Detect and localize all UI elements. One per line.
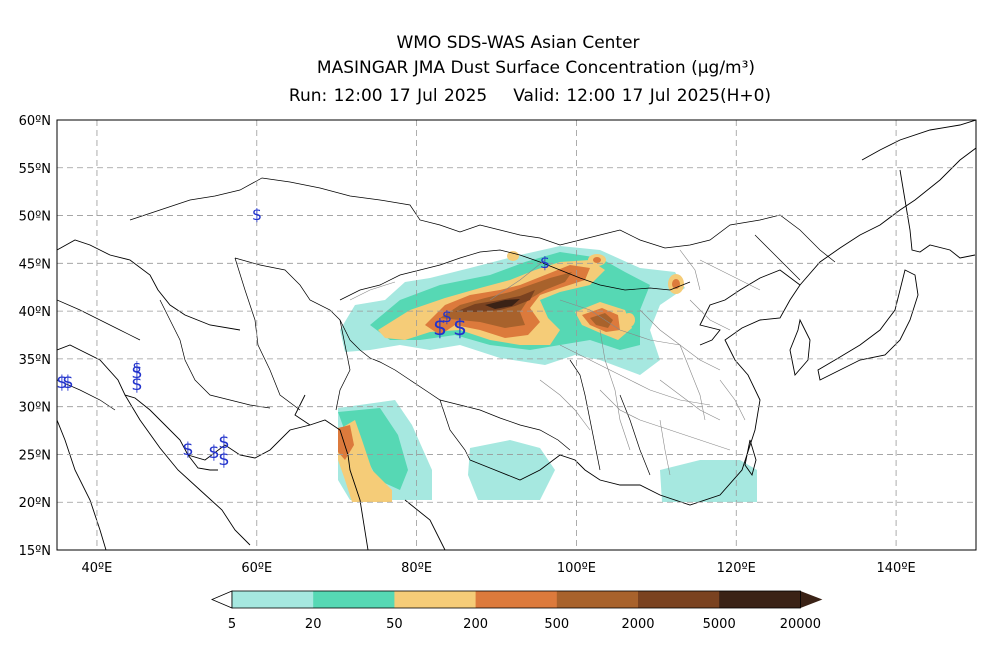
colorbar-label: 50 xyxy=(386,617,403,632)
dust-patch-asia-level6 xyxy=(455,290,535,312)
coastlines xyxy=(57,120,976,550)
lon-tick-label: 120ºE xyxy=(717,561,756,576)
unit-label: (μg/m³) xyxy=(691,58,756,78)
station-markers: $$$ $$$$ $$$$ $$$ xyxy=(56,205,550,470)
run-time: Run: 12:00 17 Jul 2025 xyxy=(288,86,488,106)
station-marker: $ xyxy=(56,372,67,393)
colorbar-segment xyxy=(719,591,801,608)
map-frame xyxy=(56,119,977,551)
station-marker: $ xyxy=(218,432,229,453)
station-marker: $ xyxy=(218,449,229,470)
dust-patch-asia-level7 xyxy=(485,299,520,309)
run-valid-line: Run: 12:00 17 Jul 2025 Valid: 12:00 17 Ju… xyxy=(30,86,1000,106)
dust-field xyxy=(338,246,757,502)
dust-patch-south-china xyxy=(660,460,757,502)
map-grid xyxy=(57,120,976,550)
station-marker: $ xyxy=(131,362,142,383)
lat-tick-label: 45ºN xyxy=(19,257,51,272)
dust-blob-north2-core xyxy=(593,257,601,263)
subtitle-text: MASINGAR JMA Dust Surface Concentration xyxy=(316,58,686,78)
province-lines xyxy=(349,249,761,476)
colorbar-segment xyxy=(638,591,720,608)
colorbar-segment xyxy=(475,591,558,608)
borders xyxy=(57,177,836,476)
dust-blob-north xyxy=(507,251,519,261)
colorbar-label: 2000 xyxy=(621,617,654,632)
latitude-labels: 60ºN 55ºN 50ºN 45ºN 40ºN 35ºN 30ºN 25ºN 20ºN 15ºN xyxy=(19,114,51,559)
chart-title: WMO SDS-WAS Asian Center xyxy=(396,33,640,53)
colorbar-low-arrow xyxy=(210,590,233,609)
lat-tick-label: 15ºN xyxy=(19,544,51,559)
colorbar-high-arrow xyxy=(800,591,823,608)
colorbar-label: 200 xyxy=(463,617,488,632)
longitude-labels: 40ºE 60ºE 80ºE 100ºE 120ºE 140ºE xyxy=(82,561,916,576)
lat-tick-label: 20ºN xyxy=(19,496,51,511)
lon-tick-label: 40ºE xyxy=(82,561,113,576)
lat-tick-label: 25ºN xyxy=(19,448,51,463)
dust-patch-gangetic xyxy=(468,440,555,500)
colorbar-label: 20 xyxy=(305,617,322,632)
colorbar-frame xyxy=(231,590,801,609)
station-marker: $ xyxy=(182,439,193,460)
station-marker: $ xyxy=(433,316,447,341)
colorbar-segment xyxy=(556,591,639,608)
colorbar-label: 500 xyxy=(544,617,569,632)
lon-tick-label: 140ºE xyxy=(877,561,916,576)
lon-tick-label: 80ºE xyxy=(401,561,432,576)
station-marker: $ xyxy=(252,205,262,224)
colorbar-segment xyxy=(394,591,477,608)
colorbar-label: 5000 xyxy=(703,617,736,632)
station-marker: $ xyxy=(453,316,467,341)
colorbar-segment xyxy=(232,591,314,608)
colorbar-label: 5 xyxy=(228,617,236,632)
station-marker: $ xyxy=(62,372,73,393)
colorbar-segment xyxy=(313,591,395,608)
lat-tick-label: 55ºN xyxy=(19,162,51,177)
chart-subtitle: MASINGAR JMA Dust Surface Concentration … xyxy=(36,58,1000,78)
lon-tick-label: 100ºE xyxy=(557,561,596,576)
station-marker: $ xyxy=(442,307,452,326)
dust-patch-gobi-level5 xyxy=(590,313,613,328)
lon-tick-label: 60ºE xyxy=(241,561,272,576)
lat-tick-label: 30ºN xyxy=(19,401,51,416)
lat-tick-label: 40ºN xyxy=(19,305,51,320)
station-marker: $ xyxy=(208,442,219,463)
station-marker: $ xyxy=(540,253,550,272)
station-marker: $ xyxy=(133,360,142,376)
lat-tick-label: 35ºN xyxy=(19,353,51,368)
station-marker: $ xyxy=(131,374,142,395)
lat-tick-label: 50ºN xyxy=(19,210,51,225)
colorbar: 5 20 50 200 500 2000 5000 20000 xyxy=(210,590,823,632)
dust-patch-india-level4 xyxy=(338,425,354,460)
colorbar-label: 20000 xyxy=(780,617,821,632)
dust-blob-ordos xyxy=(623,313,635,327)
lat-tick-label: 60ºN xyxy=(19,114,51,129)
valid-time: Valid: 12:00 17 Jul 2025(H+0) xyxy=(513,86,772,106)
